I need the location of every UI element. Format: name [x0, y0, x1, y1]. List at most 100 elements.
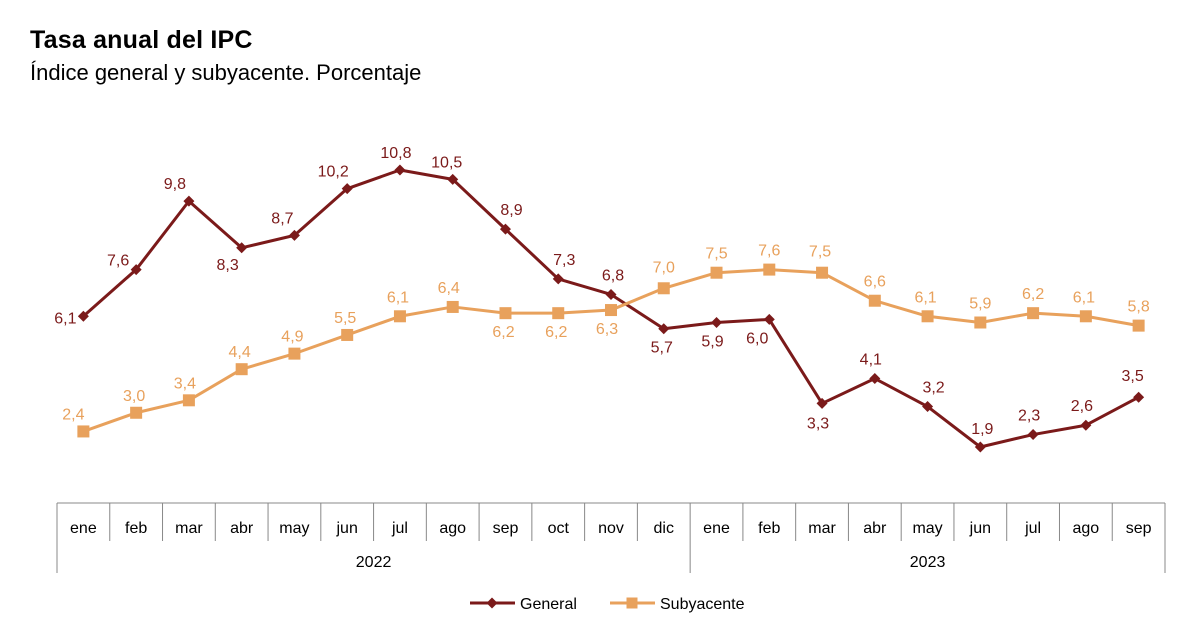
general-point [869, 373, 881, 385]
x-tick-label: nov [598, 520, 624, 537]
category-axis-table: ene feb mar abr may jun jul ago sep oct nov dic ene f… [56, 502, 1166, 573]
general-data-label: 7,6 [107, 253, 129, 270]
subyacente-data-label: 3,0 [123, 388, 145, 405]
legend-subyacente-marker [626, 597, 638, 609]
subyacente-point [1079, 310, 1092, 323]
subyacente-point [1132, 319, 1145, 332]
general-data-label: 10,2 [318, 164, 349, 181]
general-data-label: 5,7 [651, 340, 673, 357]
general-point [1080, 419, 1092, 431]
subyacente-data-label: 4,4 [229, 344, 251, 361]
general-point [341, 183, 353, 195]
subyacente-data-label: 6,1 [1073, 289, 1095, 306]
general-point [447, 173, 459, 185]
subyacente-point [499, 307, 512, 320]
subyacente-data-label: 5,5 [334, 310, 356, 327]
general-data-label: 3,5 [1121, 368, 1143, 385]
general-data-label: 8,3 [217, 257, 239, 274]
general-point [552, 273, 564, 285]
year-label: 2023 [910, 554, 946, 571]
x-tick-label: ago [439, 520, 466, 537]
general-data-label: 9,8 [164, 176, 186, 193]
subyacente-point [77, 425, 90, 438]
general-point [816, 397, 828, 409]
general-point [1133, 391, 1145, 403]
general-point [974, 441, 986, 453]
subyacente-data-label: 5,9 [969, 296, 991, 313]
general-point [77, 310, 89, 322]
general-data-label: 7,3 [553, 252, 575, 269]
subyacente-point [130, 406, 143, 419]
subyacente-data-label: 6,4 [438, 280, 460, 297]
general-point [922, 401, 934, 413]
subyacente-point [974, 316, 987, 329]
general-point [236, 242, 248, 254]
x-tick-label: feb [125, 520, 147, 537]
general-data-label: 6,8 [602, 267, 624, 284]
x-tick-label: mar [175, 520, 203, 537]
chart-title: Tasa anual del IPC [30, 26, 253, 54]
legend-general-marker [486, 597, 498, 609]
general-data-label: 2,3 [1018, 408, 1040, 425]
subyacente-point [235, 363, 248, 376]
general-data-label: 6,0 [746, 330, 768, 347]
general-data-label: 1,9 [971, 421, 993, 438]
subyacente-point [393, 310, 406, 323]
legend-general-label: General [520, 596, 577, 613]
legend: General Subyacente [470, 596, 745, 613]
subyacente-data-label: 6,2 [492, 324, 514, 341]
general-point [763, 313, 775, 325]
general-data-label: 8,7 [271, 210, 293, 227]
x-tick-label: sep [1126, 520, 1152, 537]
x-tick-label: ene [70, 520, 97, 537]
general-point [711, 317, 723, 329]
subyacente-data-label: 6,2 [545, 324, 567, 341]
subyacente-point [763, 263, 776, 276]
x-tick-label: dic [654, 520, 674, 537]
subyacente-point [605, 304, 617, 317]
subyacente-data-label: 4,9 [281, 329, 303, 346]
x-tick-label: may [279, 520, 309, 537]
general-data-label: 5,9 [701, 334, 723, 351]
subyacente-point [868, 294, 881, 307]
x-tick-label: jul [391, 520, 408, 537]
subyacente-data-label: 7,5 [705, 246, 727, 263]
subyacente-data-label: 6,1 [387, 289, 409, 306]
subyacente-data-label: 6,3 [596, 321, 618, 338]
general-data-label: 3,3 [807, 415, 829, 432]
x-tick-label: may [912, 520, 942, 537]
x-tick-label: ene [703, 520, 730, 537]
subyacente-data-label: 7,0 [653, 259, 675, 276]
general-data-label: 2,6 [1071, 398, 1093, 415]
general-point [605, 288, 617, 300]
subyacente-data-label: 7,6 [758, 243, 780, 260]
x-tick-label: jul [1024, 520, 1041, 537]
x-tick-label: jun [969, 520, 991, 537]
general-point [658, 323, 670, 335]
x-tick-label: mar [808, 520, 836, 537]
data-labels: 6,1 7,6 9,8 8,3 8,7 10,2 10,8 10,5 8,9 7,3 6,8 5,7 5… [54, 145, 1150, 438]
subyacente-point [446, 300, 459, 313]
x-tick-label: sep [493, 520, 519, 537]
x-tick-label: jun [336, 520, 358, 537]
general-data-label: 6,1 [54, 310, 76, 327]
subyacente-data-label: 6,6 [864, 274, 886, 291]
subyacente-data-label: 5,8 [1127, 299, 1149, 316]
series-markers [77, 164, 1145, 453]
subyacente-point [182, 394, 195, 407]
subyacente-point [1027, 307, 1040, 320]
subyacente-point [921, 310, 934, 323]
general-data-label: 10,8 [380, 145, 411, 162]
general-data-label: 10,5 [431, 154, 462, 171]
general-data-label: 3,2 [922, 380, 944, 397]
general-point [183, 195, 195, 207]
subyacente-data-label: 3,4 [174, 375, 196, 392]
general-point [130, 264, 142, 276]
general-point [288, 229, 300, 241]
subyacente-point [288, 347, 301, 360]
subyacente-point [710, 266, 723, 279]
x-tick-label: ago [1073, 520, 1100, 537]
subyacente-point [341, 328, 354, 341]
general-data-label: 4,1 [860, 352, 882, 369]
